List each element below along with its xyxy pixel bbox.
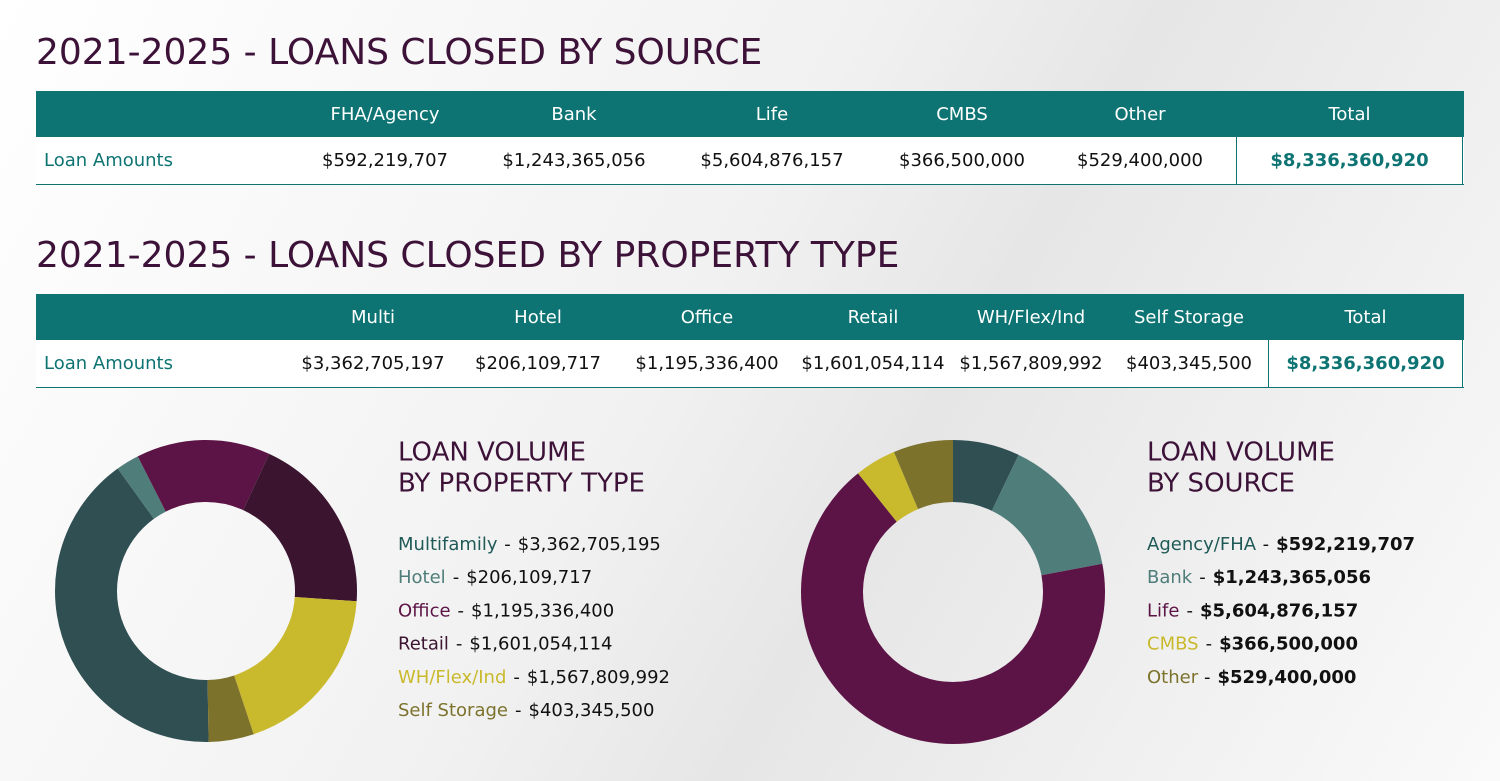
legend-entry: Hotel - $206,109,717 (398, 567, 592, 588)
legend-value: $3,362,705,195 (518, 534, 661, 555)
column-header: Office (680, 306, 734, 328)
table-cell: $206,109,717 (475, 353, 601, 374)
column-header: Other (1114, 103, 1166, 125)
legend-entry: Office - $1,195,336,400 (398, 600, 614, 621)
legend-value: $1,243,365,056 (1213, 567, 1371, 588)
legend-name: Life (1147, 600, 1179, 621)
donut-slice (117, 456, 166, 519)
column-header: WH/Flex/Ind (976, 306, 1086, 328)
legend-name: Agency/FHA (1147, 534, 1257, 555)
column-header: Bank (551, 103, 597, 125)
table-header: Multi Hotel Office Retail WH/Flex/Ind Self St… (36, 294, 1464, 340)
legend-separator: - (458, 600, 465, 621)
legend-value: $366,500,000 (1219, 634, 1358, 655)
legend-value: $5,604,876,157 (1200, 600, 1358, 621)
legend-value: $529,400,000 (1217, 667, 1356, 688)
legend-name: Self Storage (398, 700, 508, 721)
legend-name: Bank (1147, 567, 1193, 588)
chart-title: BY PROPERTY TYPE (398, 469, 645, 499)
legend-value: $1,195,336,400 (471, 600, 614, 621)
table-cell: $1,195,336,400 (635, 353, 779, 374)
chart-title: BY SOURCE (1147, 469, 1295, 499)
donut-slice (54, 468, 209, 742)
table-cell: $1,601,054,114 (801, 353, 945, 374)
legend-value: $592,219,707 (1276, 534, 1415, 555)
column-header: CMBS (936, 103, 988, 125)
legend-separator: - (1199, 567, 1206, 588)
row-label: Loan Amounts (44, 150, 173, 171)
legend-name: Hotel (398, 567, 446, 588)
chart-title: LOAN VOLUME (1147, 438, 1335, 468)
legend-separator: - (513, 667, 520, 688)
legend-separator: - (1204, 667, 1211, 688)
legend-separator: - (504, 534, 511, 555)
legend-entry: Life - $5,604,876,157 (1147, 600, 1358, 621)
table-title: 2021-2025 - LOANS CLOSED BY PROPERTY TYP… (36, 235, 900, 276)
legend-name: CMBS (1147, 634, 1199, 655)
donut-slice (991, 454, 1103, 576)
chart-title: LOAN VOLUME (398, 438, 586, 468)
legend-entry: Retail - $1,601,054,114 (398, 634, 613, 655)
table-cell: $5,604,876,157 (700, 150, 844, 171)
legend-name: Retail (398, 634, 449, 655)
table-cell: $403,345,500 (1126, 353, 1252, 374)
legend-entry: Bank - $1,243,365,056 (1147, 567, 1371, 588)
column-header: Multi (351, 306, 395, 328)
legend-separator: - (456, 634, 463, 655)
donut-slice (893, 440, 953, 510)
table-cell: $8,336,360,920 (1236, 137, 1463, 184)
column-header: Retail (847, 306, 899, 328)
table-cell: $592,219,707 (322, 150, 448, 171)
table: FHA/Agency Bank Life CMBS Other Total Loan Amo… (36, 91, 1464, 185)
donut-slice (234, 597, 357, 735)
legend-value: $1,601,054,114 (469, 634, 612, 655)
table-cell: $1,567,809,992 (959, 353, 1103, 374)
column-header: Total (1328, 103, 1371, 125)
table-cell: $8,336,360,920 (1268, 340, 1463, 387)
donut-slice (243, 453, 357, 602)
row-label: Loan Amounts (44, 353, 173, 374)
legend-value: $1,567,809,992 (527, 667, 670, 688)
legend-entry: Other - $529,400,000 (1147, 667, 1356, 688)
legend-entry: Agency/FHA - $592,219,707 (1147, 534, 1415, 555)
donut-slice (801, 473, 1105, 744)
legend-name: Other (1147, 667, 1199, 688)
legend-name: WH/Flex/Ind (398, 667, 506, 688)
donut-slice (137, 439, 270, 512)
legend-separator: - (1186, 600, 1193, 621)
table-cell: $3,362,705,197 (301, 353, 445, 374)
legend-separator: - (453, 567, 460, 588)
column-header: Total (1344, 306, 1387, 328)
column-header: FHA/Agency (330, 103, 440, 125)
legend-separator: - (515, 700, 522, 721)
table-title: 2021-2025 - LOANS CLOSED BY SOURCE (36, 32, 763, 73)
table-cell: $1,243,365,056 (502, 150, 646, 171)
legend-name: Office (398, 600, 451, 621)
donut-slice (207, 675, 254, 742)
legend-entry: CMBS - $366,500,000 (1147, 634, 1358, 655)
legend-name: Multifamily (398, 534, 498, 555)
column-header: Life (755, 103, 789, 125)
legend-entry: Multifamily - $3,362,705,195 (398, 534, 661, 555)
table-row: Loan Amounts $3,362,705,197 $206,109,717 $1… (36, 340, 1464, 388)
legend-entry: Self Storage - $403,345,500 (398, 700, 654, 721)
table-header: FHA/Agency Bank Life CMBS Other Total (36, 91, 1464, 137)
table-cell: $529,400,000 (1077, 150, 1203, 171)
table-cell: $366,500,000 (899, 150, 1025, 171)
table-row: Loan Amounts $592,219,707 $1,243,365,056 $5… (36, 137, 1464, 185)
column-header: Hotel (514, 306, 562, 328)
column-header: Self Storage (1134, 306, 1244, 328)
donut-slice (857, 451, 919, 522)
legend-separator: - (1263, 534, 1270, 555)
donut-slice (953, 440, 1019, 511)
legend-separator: - (1206, 634, 1213, 655)
table: Multi Hotel Office Retail WH/Flex/Ind Self St… (36, 294, 1464, 388)
legend-value: $403,345,500 (529, 700, 655, 721)
legend-value: $206,109,717 (466, 567, 592, 588)
legend-entry: WH/Flex/Ind - $1,567,809,992 (398, 667, 670, 688)
